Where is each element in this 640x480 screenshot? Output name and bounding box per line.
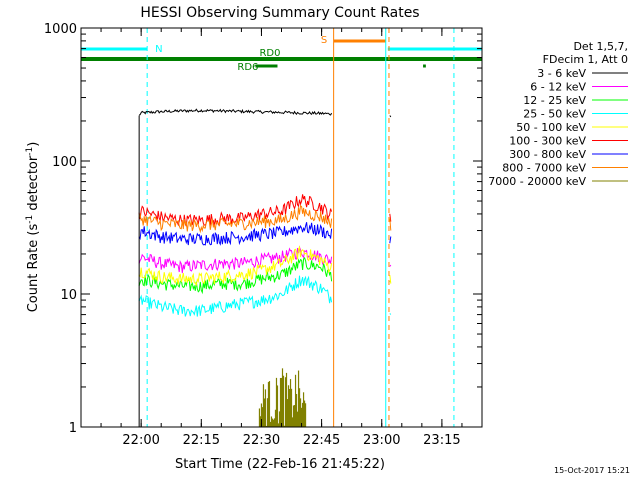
flag-label-rd6: RD6 [237, 62, 258, 73]
legend-label-300-800-kev: 300 - 800 keV [509, 148, 586, 161]
legend-header-line-1: Det 1,5,7, [573, 40, 628, 53]
legend-header-line-2: FDecim 1, Att 0 [543, 53, 628, 66]
annotation-lines [80, 28, 483, 427]
footer-timestamp: 15-Oct-2017 15:21 [554, 466, 630, 475]
x-tick-label: 23:15 [423, 433, 460, 448]
plot-frame [80, 27, 483, 428]
series-100-300-kev [389, 213, 392, 222]
y-tick-label: 1 [69, 421, 77, 436]
flag-label-n: N [155, 44, 162, 55]
x-tick-label: 22:00 [122, 433, 159, 448]
series-3-6-kev [389, 115, 392, 118]
series-lines [138, 108, 392, 427]
flag-label-s: S [321, 35, 327, 46]
legend-label-800-7000-kev: 800 - 7000 keV [502, 162, 586, 175]
legend-label-50-100-kev: 50 - 100 keV [516, 121, 586, 134]
chart-title: HESSI Observing Summary Count Rates [140, 5, 419, 21]
series-300-800-kev [138, 222, 333, 246]
x-tick-label: 23:00 [363, 433, 400, 448]
series-50-100-kev [138, 245, 333, 287]
series-300-800-kev [389, 236, 392, 244]
legend-label-3-6-kev: 3 - 6 keV [537, 67, 586, 80]
x-axis-label: Start Time (22-Feb-16 21:45:22) [175, 457, 385, 472]
y-tick-label: 1000 [44, 22, 77, 37]
series-6-12-kev [389, 264, 392, 267]
series-50-100-kev [389, 274, 392, 284]
y-axis-label: Count Rate (s-1 detector-1) [25, 142, 41, 313]
legend-label-6-12-kev: 6 - 12 keV [530, 81, 586, 94]
y-tick-label: 10 [60, 288, 77, 303]
series-100-300-kev [138, 194, 333, 227]
x-tick-label: 22:45 [303, 433, 340, 448]
series-25-50-kev [389, 313, 392, 315]
y-axis-ticks: 1 10 100 1000 [44, 22, 482, 436]
series-800-7000-kev [138, 204, 333, 234]
x-tick-label: 22:30 [243, 433, 280, 448]
legend-label-12-25-kev: 12 - 25 keV [523, 94, 586, 107]
series-800-7000-kev [389, 218, 392, 231]
flag-label-rd0: RD0 [259, 48, 280, 59]
legend-label-7000-20000-kev: 7000 - 20000 keV [488, 175, 586, 188]
series-25-50-kev [138, 275, 333, 317]
x-tick-label: 22:15 [183, 433, 220, 448]
x-axis-ticks: 22:00 22:15 22:30 22:45 23:00 23:15 [80, 28, 483, 448]
series-3-6-kev [138, 108, 333, 116]
legend-label-25-50-kev: 25 - 50 keV [523, 108, 586, 121]
legend-label-100-300-kev: 100 - 300 keV [509, 135, 586, 148]
y-tick-label: 100 [52, 155, 77, 170]
